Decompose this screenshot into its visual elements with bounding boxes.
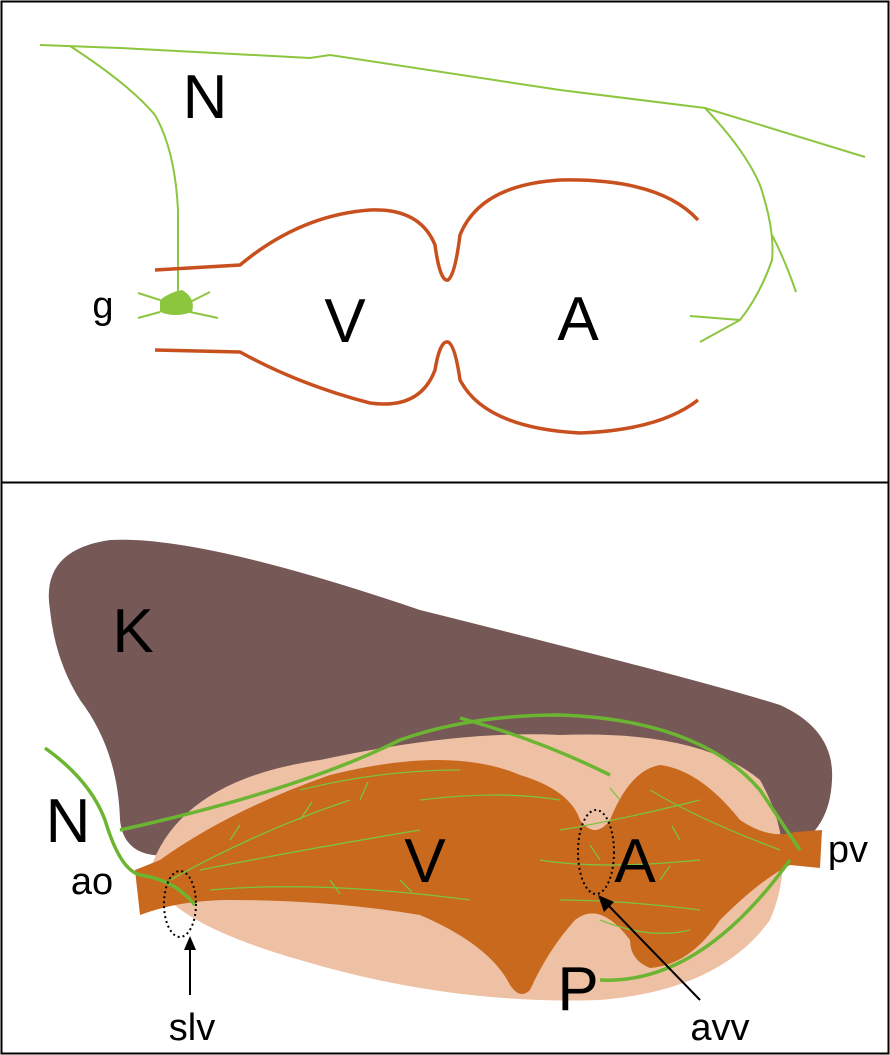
label: N <box>183 63 228 132</box>
label: A <box>614 827 656 896</box>
label: ao <box>71 861 113 903</box>
label: P <box>557 955 598 1024</box>
label: N <box>46 787 91 856</box>
top-panel <box>2 2 889 483</box>
diagram: N g V A K N V A pv ao slv P avv <box>0 0 890 1055</box>
label: V <box>324 287 366 356</box>
label: V <box>404 827 446 896</box>
label: K <box>112 597 153 666</box>
label: avv <box>690 1007 749 1049</box>
label: slv <box>169 1007 215 1049</box>
label: pv <box>828 829 868 871</box>
label: g <box>92 285 113 327</box>
label: A <box>557 285 599 354</box>
